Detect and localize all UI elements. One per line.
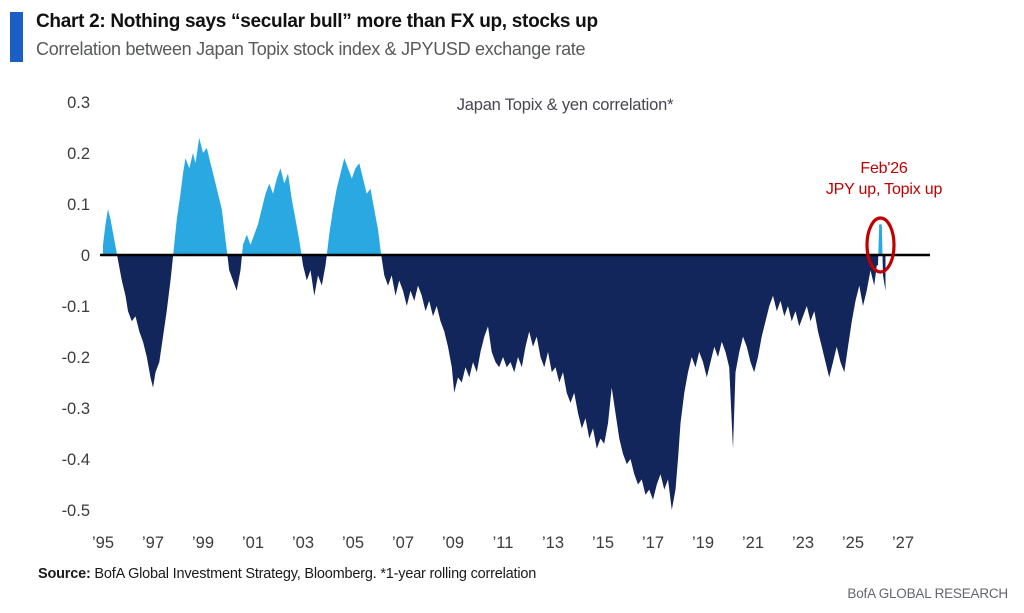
annotation-circle (865, 216, 896, 274)
y-axis-tick-labels: 0.3 0.2 0.1 0 -0.1 -0.2 -0.3 -0.4 -0.5 (62, 94, 90, 520)
positive-area (103, 209, 118, 255)
correlation-bars (103, 137, 886, 510)
positive-area (326, 158, 382, 255)
positive-area (242, 168, 302, 255)
y-tick-label: 0.2 (67, 145, 90, 163)
series-label: Japan Topix & yen correlation* (456, 96, 674, 114)
x-tick-label: ’11 (493, 534, 514, 552)
x-tick-label: ’99 (192, 534, 214, 552)
annotation-line2: JPY up, Topix up (825, 181, 943, 198)
x-tick-label: ’03 (292, 534, 314, 552)
chart-title: Chart 2: Nothing says “secular bull” mor… (36, 11, 598, 32)
y-tick-label: -0.1 (62, 298, 90, 316)
x-tick-label: ’01 (242, 534, 264, 552)
source-note: Source: BofA Global Investment Strategy,… (38, 566, 536, 582)
y-tick-label: 0.3 (67, 94, 90, 112)
positive-area (173, 137, 228, 255)
x-tick-label: ’07 (392, 534, 414, 552)
header-accent-bar (10, 12, 23, 62)
x-tick-label: ’95 (92, 534, 114, 552)
y-tick-label: 0 (81, 247, 90, 265)
x-axis-tick-labels: ’95 ’97 ’99 ’01 ’03 ’05 ’07 ’09 ’11 ’13 ’15 ’17 ’19 ’… (92, 534, 914, 552)
x-tick-label: ’27 (892, 534, 914, 552)
x-tick-label: ’09 (442, 534, 464, 552)
y-tick-label: -0.5 (62, 502, 90, 520)
x-tick-label: ’19 (692, 534, 714, 552)
negative-area (227, 255, 242, 291)
bofa-global-research-label: BofA GLOBAL RESEARCH (847, 586, 1008, 601)
negative-area (117, 255, 174, 388)
source-text: BofA Global Investment Strategy, Bloombe… (90, 566, 537, 582)
y-tick-label: -0.2 (62, 349, 90, 367)
y-tick-label: -0.3 (62, 400, 90, 418)
x-tick-label: ’15 (592, 534, 614, 552)
chart-subtitle: Correlation between Japan Topix stock in… (36, 39, 586, 59)
x-tick-label: ’97 (142, 534, 164, 552)
x-tick-label: ’05 (342, 534, 364, 552)
y-tick-label: 0.1 (67, 196, 90, 214)
annotation-line1: Feb'26 (860, 160, 908, 177)
x-tick-label: ’17 (642, 534, 664, 552)
x-tick-label: ’25 (842, 534, 864, 552)
positive-area (878, 224, 883, 255)
negative-area (301, 255, 327, 296)
feb26-annotation: Feb'26 JPY up, Topix up (826, 158, 942, 200)
x-tick-label: ’13 (542, 534, 564, 552)
y-tick-label: -0.4 (62, 451, 90, 469)
source-label: Source: (38, 566, 91, 582)
negative-area (381, 255, 879, 510)
x-tick-label: ’23 (792, 534, 814, 552)
x-tick-label: ’21 (742, 534, 764, 552)
